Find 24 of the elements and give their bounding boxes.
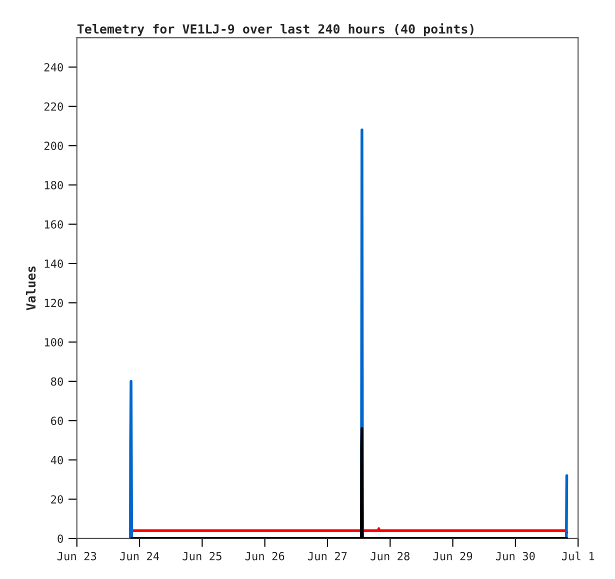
x-tick-label: Jun 25	[182, 552, 222, 560]
x-tick-label: Jun 23	[57, 552, 96, 560]
y-tick-label: 180	[44, 180, 63, 190]
y-tick-label: 0	[58, 534, 63, 543]
x-tick-label: Jul 1	[562, 552, 594, 560]
y-tick-label: 120	[44, 298, 63, 308]
y-tick-label: 80	[51, 377, 63, 386]
x-tick-label: Jun 26	[245, 552, 284, 560]
x-tick-label: Jun 29	[433, 552, 472, 560]
y-tick-label: 40	[50, 456, 63, 464]
y-tick-label: 140	[44, 260, 63, 268]
x-tick-label: Jun 27	[308, 552, 347, 560]
chart-title: Telemetry for VE1LJ-9 over last 240 hours (40 points)	[77, 23, 474, 36]
y-tick-label: 160	[44, 220, 63, 229]
y-tick-label: 240	[44, 63, 63, 72]
y-tick-label: 220	[44, 102, 63, 111]
y-tick-label: 100	[44, 338, 63, 346]
y-tick-label: 200	[44, 142, 63, 150]
y-tick-label: 20	[51, 495, 63, 504]
y-axis-title: Values	[26, 266, 36, 310]
x-tick-label: Jun 28	[370, 552, 410, 560]
x-tick-label: Jun 30	[496, 552, 535, 560]
x-tick-label: Jun 24	[120, 552, 160, 560]
y-tick-label: 60	[51, 416, 63, 426]
